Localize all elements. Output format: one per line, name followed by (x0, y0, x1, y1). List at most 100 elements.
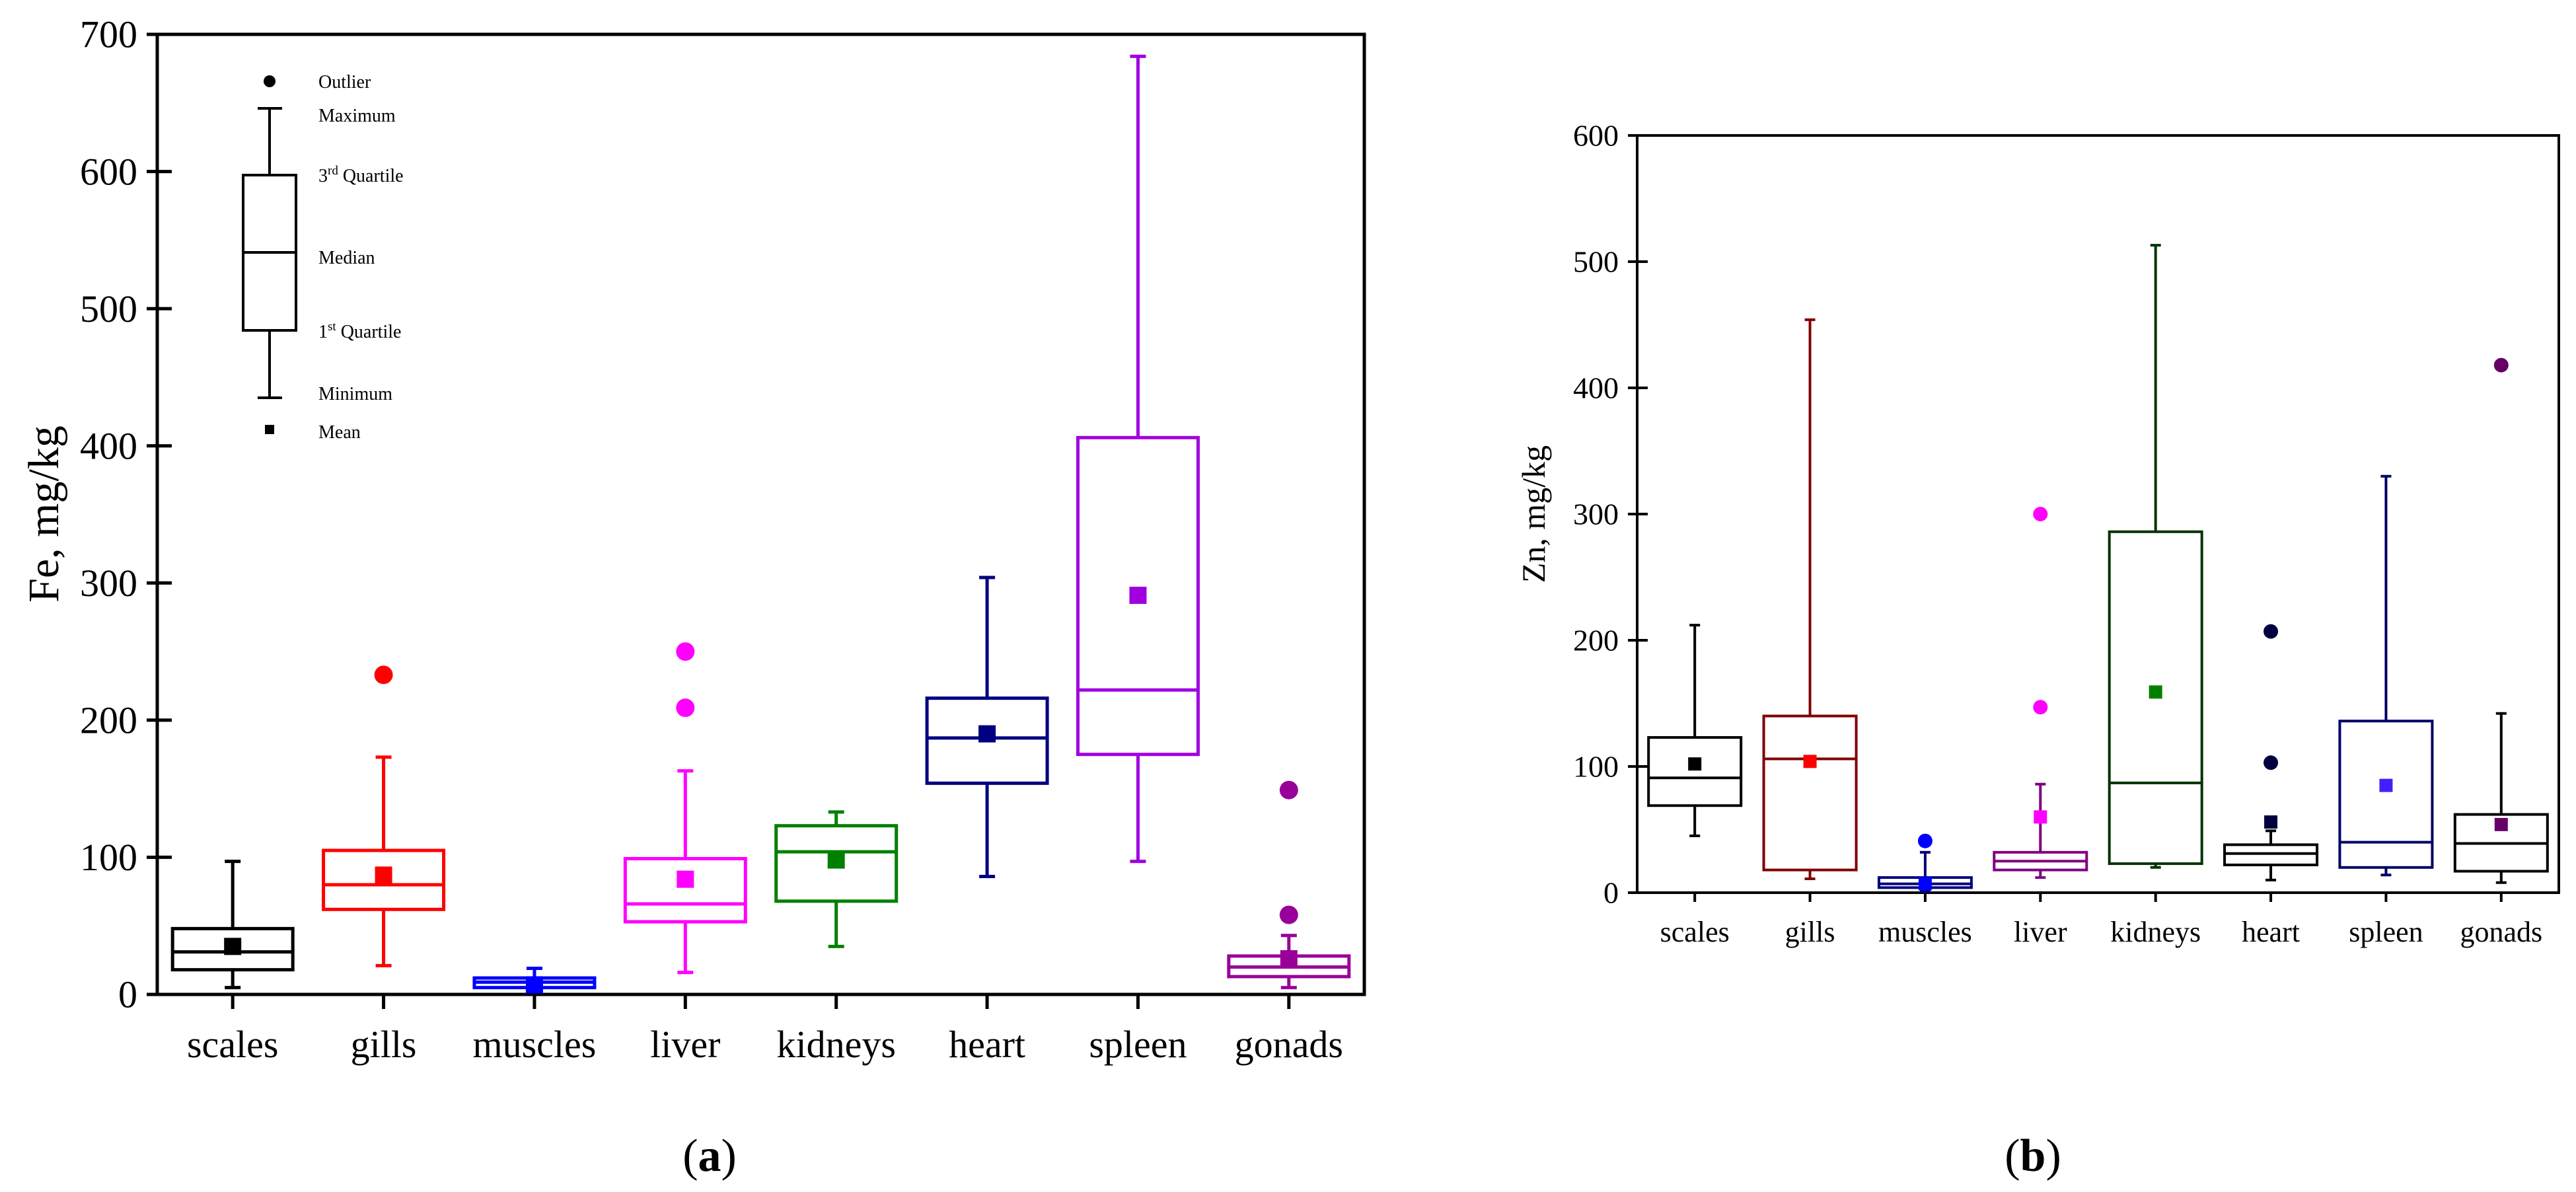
chart-a: 0 100 200 300 400 500 600 700 scales gills muscles… (20, 13, 1366, 1181)
chart-a-category-label: gills (351, 1023, 417, 1066)
mean-marker (2494, 817, 2508, 831)
mean-marker (224, 938, 242, 955)
outlier-point (374, 665, 393, 685)
legend-mean-label: Mean (318, 422, 361, 443)
iqr-box (925, 696, 1049, 785)
chart-b-ytick-label: 300 (1573, 498, 1619, 531)
chart-b-box-gonads (2453, 357, 2549, 884)
chart-b-category-label: spleen (2349, 916, 2423, 948)
legend-maximum-label: Maximum (318, 106, 396, 126)
mean-marker (677, 870, 694, 888)
chart-b-ytick-label: 400 (1573, 371, 1619, 405)
outlier-point (676, 698, 695, 718)
outlier-point (1917, 833, 1932, 848)
chart-b-category-label: kidneys (2110, 916, 2201, 948)
legend-mean-marker (265, 425, 274, 434)
mean-marker (2034, 810, 2047, 824)
mean-marker (1688, 757, 1702, 771)
chart-a-ytick-label: 200 (80, 699, 137, 742)
mean-marker (1129, 586, 1147, 604)
panel-a-letter: a (698, 1131, 721, 1181)
chart-b-box-spleen (2338, 474, 2434, 877)
chart-a-box-heart (925, 576, 1049, 878)
chart-a-ytick-label: 0 (118, 973, 137, 1016)
iqr-box (1076, 435, 1200, 757)
chart-a-category-label: scales (187, 1023, 279, 1066)
legend-q1-text: Quartile (336, 322, 402, 342)
iqr-box (2108, 530, 2203, 866)
chart-b-category-label: muscles (1878, 916, 1972, 948)
chart-a-box-spleen (1076, 54, 1200, 864)
outlier-point (2493, 357, 2509, 373)
chart-a-category-label: muscles (473, 1023, 597, 1066)
legend-q1-num: 1 (318, 322, 328, 342)
panel-a-caption: (a) (682, 1131, 737, 1181)
chart-a-box-kidneys (774, 810, 899, 948)
mean-marker (1280, 950, 1298, 968)
outlier-point (676, 642, 695, 661)
chart-b-ytick-label: 600 (1573, 119, 1619, 153)
chart-b-ytick-label: 200 (1573, 624, 1619, 657)
iqr-box (623, 857, 747, 924)
chart-a-ylabel: Fe, mg/kg (20, 426, 68, 603)
legend-q3-num: 3 (318, 166, 328, 186)
iqr-box (322, 848, 446, 911)
chart-a-box-scales (170, 860, 295, 990)
legend-outlier-marker (264, 75, 276, 87)
chart-b-box-scales (1647, 624, 1743, 838)
outlier-point (2033, 700, 2048, 715)
chart-a-ytick-label: 700 (80, 13, 137, 56)
outlier-point (2263, 624, 2279, 639)
chart-a-category-label: kidneys (776, 1023, 895, 1066)
chart-b: 0 100 200 300 400 500 600 scales gills muscles liv… (1515, 119, 2560, 1181)
chart-b-boxes (1647, 244, 2549, 893)
chart-a-axes: 0 100 200 300 400 500 600 700 scales gills muscles… (80, 13, 1343, 1066)
chart-b-box-muscles (1877, 833, 1973, 893)
mean-marker (2379, 778, 2393, 792)
chart-b-ytick-label: 100 (1573, 750, 1619, 784)
mean-marker (525, 976, 543, 994)
iqr-box (1647, 736, 1743, 807)
chart-b-axes: 0 100 200 300 400 500 600 scales gills muscles liv… (1573, 119, 2542, 948)
chart-b-category-label: gills (1785, 916, 1835, 948)
iqr-box (1762, 714, 1858, 872)
legend-outlier-label: Outlier (318, 72, 371, 93)
chart-b-box-heart (2223, 624, 2319, 881)
outlier-point (2263, 755, 2279, 770)
legend-q3-text: Quartile (338, 166, 404, 186)
mean-marker (375, 866, 392, 884)
mean-marker (827, 851, 845, 869)
chart-a-box-muscles (472, 967, 597, 994)
iqr-box (2338, 720, 2434, 869)
chart-a-ytick-label: 300 (80, 562, 137, 605)
chart-b-category-label: gonads (2460, 916, 2542, 948)
chart-b-ylabel: Zn, mg/kg (1515, 445, 1552, 583)
chart-b-plot-frame (1636, 134, 2560, 894)
chart-a-box-liver (623, 642, 747, 975)
iqr-box (774, 824, 899, 903)
chart-b-category-label: scales (1660, 916, 1730, 948)
legend-q3-sup: rd (328, 164, 338, 178)
chart-a-box-gills (322, 665, 446, 967)
chart-a-category-label: spleen (1089, 1023, 1187, 1066)
legend-q1-sup: st (328, 320, 336, 334)
chart-a-category-label: liver (650, 1023, 720, 1066)
chart-b-box-liver (1993, 507, 2088, 879)
legend-q1-label: 1st Quartile (318, 320, 401, 342)
chart-a-category-label: heart (949, 1023, 1025, 1066)
chart-b-category-label: heart (2242, 916, 2300, 948)
mean-marker (1918, 877, 1932, 891)
mean-marker (1803, 755, 1817, 768)
chart-b-ytick-label: 0 (1603, 876, 1619, 910)
mean-marker (2264, 815, 2278, 829)
chart-a-ytick-label: 600 (80, 150, 137, 193)
chart-a-ytick-label: 500 (80, 287, 137, 330)
chart-a-ytick-label: 400 (80, 424, 137, 467)
chart-a-ytick-label: 100 (80, 836, 137, 879)
outlier-point (1279, 780, 1298, 800)
chart-a-category-label: gonads (1235, 1023, 1343, 1066)
legend-minimum-label: Minimum (318, 384, 392, 404)
mean-marker (978, 725, 996, 743)
chart-b-category-label: liver (2014, 916, 2067, 948)
